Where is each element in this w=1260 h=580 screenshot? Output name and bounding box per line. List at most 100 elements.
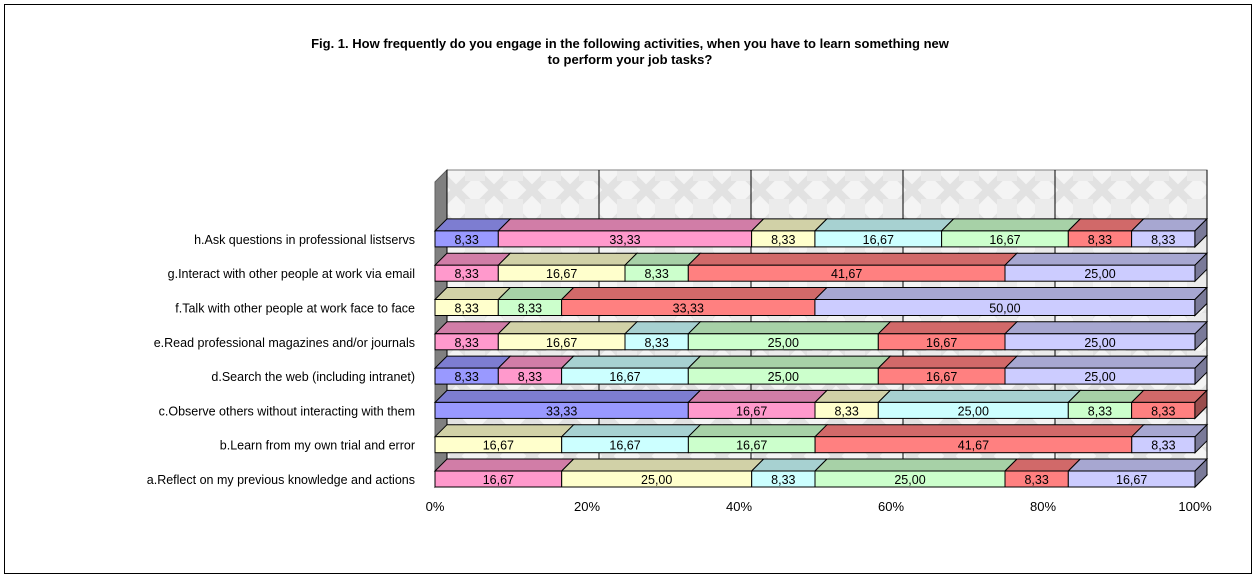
data-label: 16,67 <box>736 439 767 453</box>
category-label: f.Talk with other people at work face to… <box>175 302 415 316</box>
bar-row: 33,33 16,67 8,33 25,00 8,33 8,33 <box>433 389 1209 420</box>
data-label: 25,00 <box>1084 370 1115 384</box>
bar-segment-side <box>1194 320 1208 352</box>
bar-row: 16,67 25,00 8,33 25,00 8,33 16,67 <box>433 457 1209 489</box>
bar-segment-top <box>877 321 1019 335</box>
category-label: h.Ask questions in professional listserv… <box>194 233 415 247</box>
x-axis-ticks: 0% 20% 40% 60% 80% 100% <box>426 499 1212 514</box>
x-tick-label: 80% <box>1030 499 1056 514</box>
bar-row: 16,67 16,67 16,67 41,67 8,33 <box>433 423 1209 454</box>
bar-segment-top <box>433 355 512 369</box>
x-tick-label: 60% <box>878 499 904 514</box>
bar-segment-top <box>813 389 892 403</box>
category-label: e.Read professional magazines and/or jou… <box>154 336 415 350</box>
data-label: 8,33 <box>1151 233 1175 247</box>
data-label: 50,00 <box>989 302 1020 316</box>
bar-segment-side <box>1194 457 1208 489</box>
category-label: a.Reflect on my previous knowledge and a… <box>147 473 415 487</box>
data-label: 8,33 <box>644 267 668 281</box>
bar-segment-top <box>497 321 639 335</box>
bar-segment-top <box>497 252 639 266</box>
bar-segment-top <box>687 321 892 335</box>
data-label: 16,67 <box>926 336 957 350</box>
data-label: 25,00 <box>1084 267 1115 281</box>
bar-segment-top <box>560 287 829 300</box>
data-label: 25,00 <box>641 473 672 487</box>
data-label: 25,00 <box>768 370 799 384</box>
data-label: 8,33 <box>771 473 795 487</box>
bar-segment-top <box>1003 252 1209 266</box>
chart-title-line-1: Fig. 1. How frequently do you engage in … <box>311 36 949 51</box>
bar-segment-top <box>560 458 765 472</box>
bar-segment-top <box>1003 321 1209 335</box>
data-label: 16,67 <box>483 473 514 487</box>
bar-segment-top <box>750 458 829 472</box>
bars: 8,33 33,33 8,33 16,67 16,67 8,33 8,33 8,33 16,67… <box>433 217 1209 489</box>
bar-segment-top <box>1130 424 1209 438</box>
bar-segment-top <box>750 218 829 232</box>
data-label: 16,67 <box>609 439 640 453</box>
data-label: 25,00 <box>1084 336 1115 350</box>
category-label: d.Search the web (including intranet) <box>211 370 415 384</box>
bar-segment-top <box>1130 218 1209 232</box>
bar-segment-top <box>1067 389 1145 403</box>
data-label: 8,33 <box>454 336 478 350</box>
bar-segment-top <box>1067 218 1145 232</box>
bar-segment-top <box>433 218 512 232</box>
data-label: 16,67 <box>736 404 767 418</box>
bar-segment-top <box>813 424 1145 438</box>
bar-segment-top <box>1003 355 1209 369</box>
data-label: 16,67 <box>483 439 514 453</box>
data-label: 41,67 <box>958 439 989 453</box>
data-label: 33,33 <box>673 302 704 316</box>
bar-segment-top <box>623 321 702 335</box>
bar-segment-top <box>1067 458 1209 472</box>
bar-segment-top <box>877 389 1082 403</box>
bar-segment-top <box>687 355 892 369</box>
bar-segment-top <box>687 389 829 403</box>
data-label: 16,67 <box>546 267 577 281</box>
bar-row: 8,33 16,67 8,33 25,00 16,67 25,00 <box>433 320 1209 352</box>
bar-segment-top <box>1130 389 1209 403</box>
bar-row: 8,33 16,67 8,33 41,67 25,00 <box>433 251 1209 283</box>
bar-segment-side <box>1194 389 1208 420</box>
bar-row: 8,33 33,33 8,33 16,67 16,67 8,33 8,33 <box>433 217 1209 249</box>
bar-segment-top <box>687 424 829 438</box>
bar-segment-top <box>497 355 575 369</box>
bar-segment-top <box>560 424 702 438</box>
bar-segment-top <box>433 287 512 300</box>
data-label: 8,33 <box>1088 404 1112 418</box>
data-label: 8,33 <box>1151 404 1175 418</box>
data-label: 8,33 <box>518 302 542 316</box>
data-label: 16,67 <box>863 233 894 247</box>
data-label: 8,33 <box>834 404 858 418</box>
bar-segment-side <box>1194 217 1208 249</box>
chart-title-line-2: to perform your job tasks? <box>547 52 713 67</box>
x-tick-label: 20% <box>574 499 600 514</box>
x-tick-label: 100% <box>1178 499 1212 514</box>
bar-segment-top <box>497 218 765 232</box>
data-label: 33,33 <box>609 233 640 247</box>
data-label: 25,00 <box>768 336 799 350</box>
data-label: 8,33 <box>771 233 795 247</box>
data-label: 41,67 <box>831 267 862 281</box>
data-label: 33,33 <box>546 404 577 418</box>
bar-row: 8,33 8,33 33,33 50,00 <box>433 286 1209 317</box>
data-label: 16,67 <box>609 370 640 384</box>
bar-segment-top <box>940 218 1082 232</box>
category-labels: h.Ask questions in professional listserv… <box>147 233 415 487</box>
x-tick-label: 0% <box>426 499 445 514</box>
data-label: 25,00 <box>958 404 989 418</box>
data-label: 8,33 <box>1088 233 1112 247</box>
category-label: b.Learn from my own trial and error <box>220 439 415 453</box>
bar-segment-side <box>1194 423 1208 454</box>
bar-segment-side <box>1194 251 1208 283</box>
bar-segment-top <box>433 458 575 472</box>
chart-title: Fig. 1. How frequently do you engage in … <box>0 36 1260 68</box>
bar-segment-top <box>687 252 1019 266</box>
x-tick-label: 40% <box>726 499 752 514</box>
data-label: 16,67 <box>546 336 577 350</box>
bar-segment-side <box>1194 286 1208 317</box>
bar-segment-top <box>813 287 1209 300</box>
